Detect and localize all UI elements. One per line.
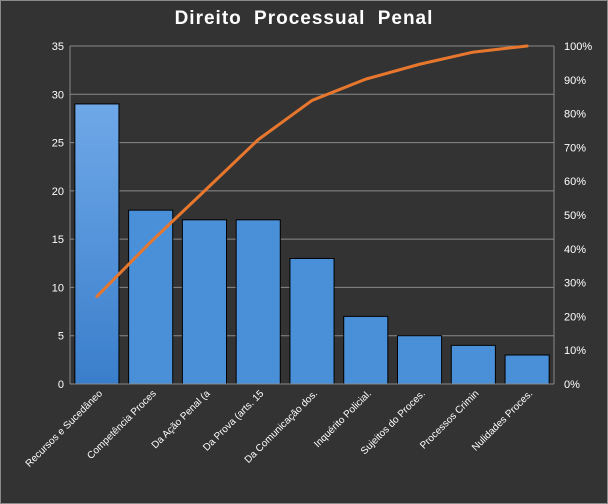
bar (181, 219, 227, 385)
bar (450, 344, 496, 385)
bar (235, 219, 281, 385)
x-tick-label: Processos Crimin (418, 388, 481, 451)
y-tick-label: 5 (58, 331, 64, 343)
bar (397, 335, 443, 385)
y2-tick-label: 20% (564, 311, 586, 323)
bar (343, 315, 389, 385)
y2-tick-label: 60% (564, 176, 586, 188)
y-tick-label: 15 (52, 234, 64, 246)
y2-tick-label: 80% (564, 109, 586, 121)
bar (74, 103, 120, 385)
y-tick-label: 35 (52, 41, 64, 53)
y-tick-label: 25 (52, 138, 64, 150)
bar (128, 209, 174, 385)
y-tick-label: 10 (52, 282, 64, 294)
x-tick-label: Nulidades Proces. (470, 388, 535, 453)
bar (504, 354, 550, 385)
bar (289, 257, 335, 385)
cumulative-line (95, 44, 529, 298)
y2-tick-label: 0% (564, 379, 580, 391)
y2-tick-label: 100% (564, 41, 592, 53)
y2-tick-label: 50% (564, 210, 586, 222)
x-tick-label: Inquérito Policial. (312, 388, 374, 450)
y-tick-label: 0 (58, 379, 64, 391)
y2-tick-label: 30% (564, 278, 586, 290)
y2-tick-label: 10% (564, 345, 586, 357)
y2-tick-label: 40% (564, 244, 586, 256)
y-tick-label: 20 (52, 186, 64, 198)
y2-tick-label: 90% (564, 75, 586, 87)
x-tick-label: Da Ação Penal (a (150, 388, 213, 451)
y-tick-label: 30 (52, 89, 64, 101)
chart-title: Direito Processual Penal (174, 8, 434, 29)
y2-tick-label: 70% (564, 142, 586, 154)
